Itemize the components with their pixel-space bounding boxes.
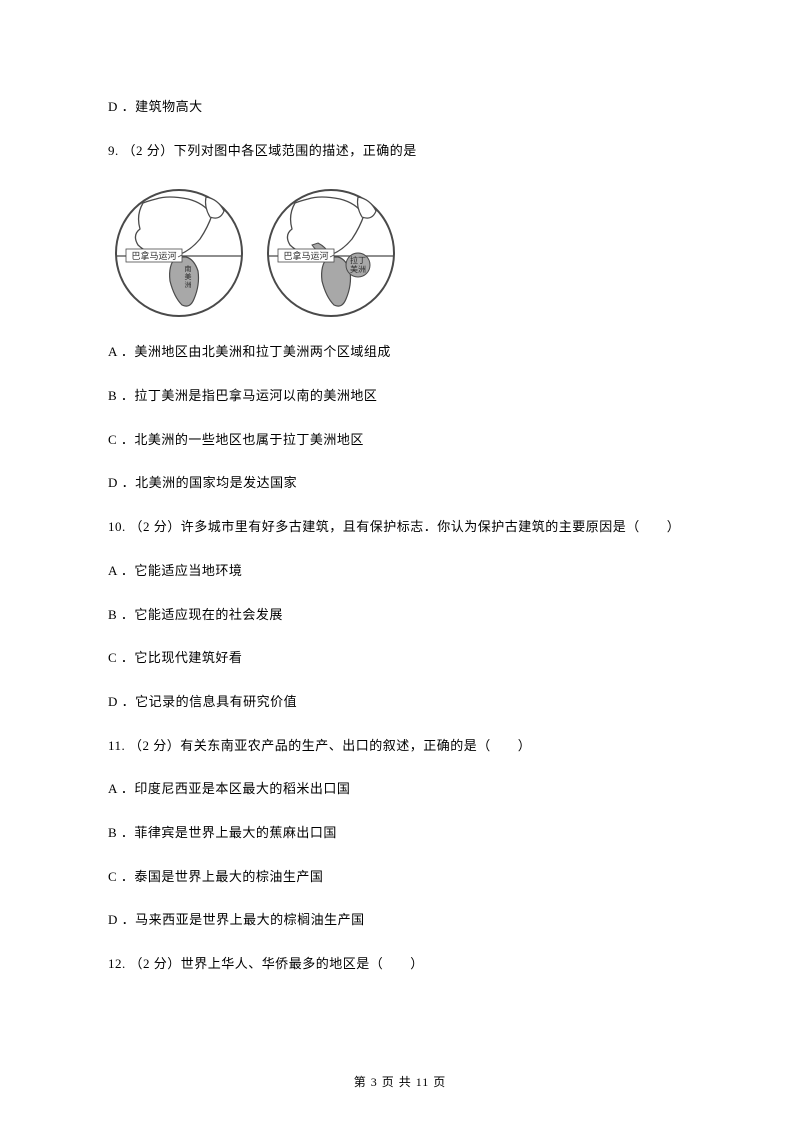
globe-figure: 巴拿马运河 南 美 洲 xyxy=(108,185,692,321)
option-d-q8: D ．建筑物高大 xyxy=(108,98,692,116)
question-12-stem: 12. （2 分）世界上华人、华侨最多的地区是（ ） xyxy=(108,955,692,973)
left-sa-label-3: 洲 xyxy=(185,281,192,289)
page-content: D ．建筑物高大 9. （2 分）下列对图中各区域范围的描述，正确的是 巴拿马运… xyxy=(0,0,800,973)
q11-option-d: D ．马来西亚是世界上最大的棕榈油生产国 xyxy=(108,911,692,929)
q10-option-d: D ．它记录的信息具有研究价值 xyxy=(108,693,692,711)
q11-option-a: A ．印度尼西亚是本区最大的稻米出口国 xyxy=(108,780,692,798)
left-canal-label: 巴拿马运河 xyxy=(131,250,176,261)
q10-option-a: A ．它能适应当地环境 xyxy=(108,562,692,580)
right-globe: 巴拿马运河 拉丁 美洲 xyxy=(268,190,394,316)
right-la-label-1: 拉丁 xyxy=(350,255,366,265)
q9-option-b: B ．拉丁美洲是指巴拿马运河以南的美洲地区 xyxy=(108,387,692,405)
q11-option-b: B ．菲律宾是世界上最大的蕉麻出口国 xyxy=(108,824,692,842)
q11-option-c: C ．泰国是世界上最大的棕油生产国 xyxy=(108,868,692,886)
question-11-stem: 11. （2 分）有关东南亚农产品的生产、出口的叙述，正确的是（ ） xyxy=(108,737,692,755)
question-10-stem: 10. （2 分）许多城市里有好多古建筑，且有保护标志．你认为保护古建筑的主要原… xyxy=(108,518,692,536)
question-9-stem: 9. （2 分）下列对图中各区域范围的描述，正确的是 xyxy=(108,142,692,160)
left-sa-label-1: 南 xyxy=(185,264,192,273)
left-sa-label-2: 美 xyxy=(185,272,192,281)
q9-option-d: D ．北美洲的国家均是发达国家 xyxy=(108,474,692,492)
q9-option-c: C ．北美洲的一些地区也属于拉丁美洲地区 xyxy=(108,431,692,449)
q10-option-c: C ．它比现代建筑好看 xyxy=(108,649,692,667)
page-footer: 第 3 页 共 11 页 xyxy=(0,1073,800,1090)
q10-option-b: B ．它能适应现在的社会发展 xyxy=(108,606,692,624)
left-globe: 巴拿马运河 南 美 洲 xyxy=(116,190,242,316)
right-la-label-2: 美洲 xyxy=(350,264,366,274)
right-canal-label: 巴拿马运河 xyxy=(283,250,328,261)
globe-svg: 巴拿马运河 南 美 洲 xyxy=(108,185,404,321)
q9-option-a: A ．美洲地区由北美洲和拉丁美洲两个区域组成 xyxy=(108,343,692,361)
